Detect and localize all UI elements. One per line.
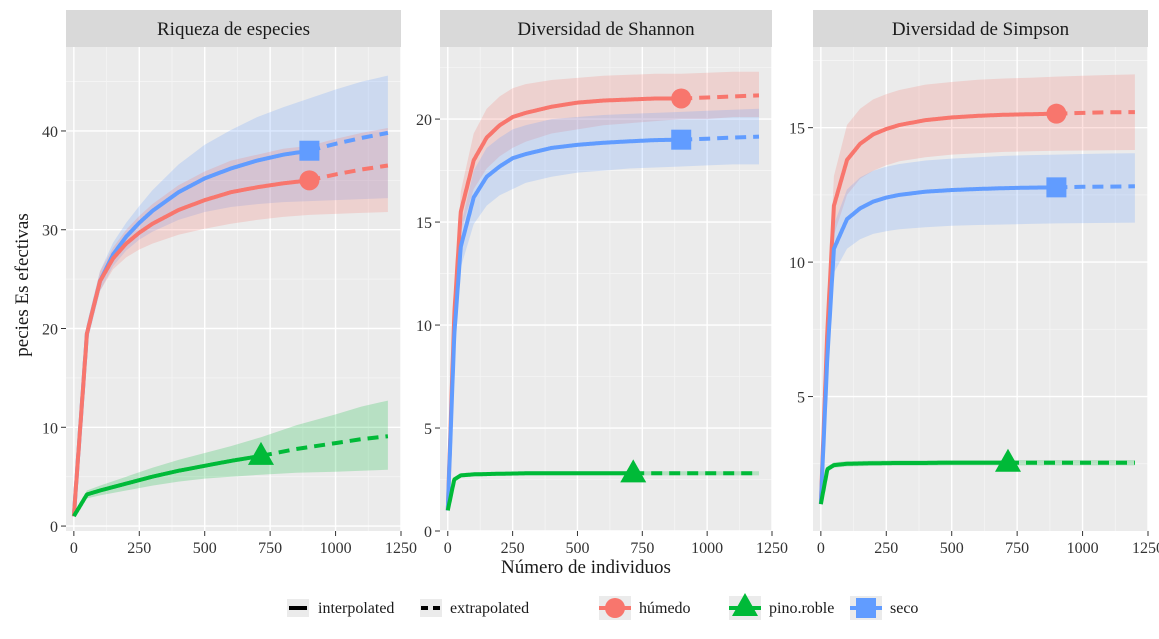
extrapolated-line-humedo [1056, 110, 1135, 116]
y-tick-label: 10 [789, 255, 805, 272]
x-tick-label: 1000 [691, 540, 723, 557]
interpolated-line-pino_roble [72, 454, 263, 518]
x-tick-label: 1250 [1132, 540, 1159, 557]
reference-point-humedo [299, 170, 320, 191]
legend-key-extrapolated [420, 599, 442, 617]
y-tick-label: 10 [416, 318, 432, 335]
extrapolated-line-humedo [681, 93, 760, 101]
x-tick-label: 750 [1005, 540, 1029, 557]
facet-title: Diversidad de Shannon [517, 19, 695, 40]
y-tick-label: 20 [42, 322, 58, 339]
interpolated-line-humedo [445, 96, 683, 511]
y-tick-label: 0 [50, 519, 58, 536]
reference-point-pino_roble [247, 441, 274, 465]
interpolated-line-humedo [818, 111, 1058, 505]
interpolated-line-pino_roble [445, 471, 635, 511]
panel-plot-area [818, 74, 1135, 505]
reference-point-pino_roble [620, 459, 647, 483]
y-tick-label: 20 [416, 112, 432, 129]
reference-point-humedo [1046, 103, 1067, 124]
panel-background [66, 47, 401, 531]
x-tick-label: 750 [258, 540, 282, 557]
y-tick-label: 5 [424, 421, 432, 438]
reference-point-seco [299, 140, 320, 161]
legend-label-seco: seco [890, 600, 918, 617]
interpolated-line-humedo [71, 178, 311, 517]
facet-strip [813, 10, 1148, 47]
x-tick-label: 1000 [1067, 540, 1099, 557]
legend-triangle-icon [732, 593, 758, 616]
legend-label-extrapolated: extrapolated [450, 600, 529, 617]
legend-circle-icon [605, 598, 625, 618]
y-tick-label: 15 [416, 215, 432, 232]
x-tick-label: 1250 [385, 540, 417, 557]
y-tick-label: 5 [797, 390, 805, 407]
confidence-band-seco [447, 108, 759, 511]
confidence-band-humedo [447, 71, 759, 511]
interpolated-line-seco [818, 185, 1058, 505]
panel-plot-area [445, 71, 760, 511]
interpolated-line-seco [445, 137, 683, 511]
confidence-band-pino_roble [73, 400, 388, 517]
extrapolated-line-pino_roble [260, 434, 389, 458]
facet-panel: Diversidad de Shannon 0 250 500 750 1000 1250 0… [416, 10, 788, 557]
legend-label-humedo: húmedo [639, 600, 691, 617]
interpolated-line-pino_roble [818, 460, 1010, 505]
facet-panel: Diversidad de Simpson 0 250 500 750 1000 1250 5… [789, 10, 1159, 557]
x-tick-label: 500 [193, 540, 217, 557]
x-tick-label: 250 [127, 540, 151, 557]
extrapolated-line-seco [308, 130, 389, 153]
y-axis-title: pecies Es efectivas [12, 213, 33, 356]
y-tick-label: 40 [42, 124, 58, 141]
extrapolated-line-seco [1056, 184, 1135, 190]
legend-label-pino_roble: pino.roble [769, 600, 834, 617]
reference-point-pino_roble [994, 448, 1021, 472]
y-tick-label: 30 [42, 223, 58, 240]
extrapolated-line-humedo [308, 163, 389, 183]
facet-title: Riqueza de especies [157, 19, 310, 40]
interpolated-line-seco [71, 148, 311, 517]
x-tick-label: 250 [874, 540, 898, 557]
y-tick-label: 15 [789, 121, 805, 138]
confidence-band-humedo [820, 74, 1135, 505]
facet-strip [440, 10, 772, 47]
x-tick-label: 1000 [320, 540, 352, 557]
y-tick-label: 0 [424, 524, 432, 541]
reference-point-seco [671, 129, 692, 150]
y-tick-label: 10 [42, 420, 58, 437]
legend-label-interpolated: interpolated [318, 600, 394, 617]
x-tick-label: 500 [940, 540, 964, 557]
facet-title: Diversidad de Simpson [892, 19, 1070, 40]
x-tick-label: 0 [70, 540, 78, 557]
x-tick-label: 750 [630, 540, 654, 557]
x-tick-label: 0 [817, 540, 825, 557]
facet-panel: Riqueza de especies 0 250 500 750 1000 1250 0 10… [42, 10, 417, 557]
x-tick-label: 0 [444, 540, 452, 557]
confidence-band-seco [820, 153, 1135, 505]
reference-point-seco [1046, 177, 1067, 198]
reference-point-humedo [671, 88, 692, 109]
x-tick-label: 500 [565, 540, 589, 557]
x-tick-label: 250 [501, 540, 525, 557]
facet-strip [66, 10, 401, 47]
x-tick-label: 1250 [756, 540, 788, 557]
extrapolated-line-seco [681, 134, 760, 142]
legend: interpolated extrapolated húmedo pino.roble… [287, 593, 918, 620]
x-axis-title: Número de individuos [501, 557, 671, 578]
legend-square-icon [856, 598, 876, 618]
